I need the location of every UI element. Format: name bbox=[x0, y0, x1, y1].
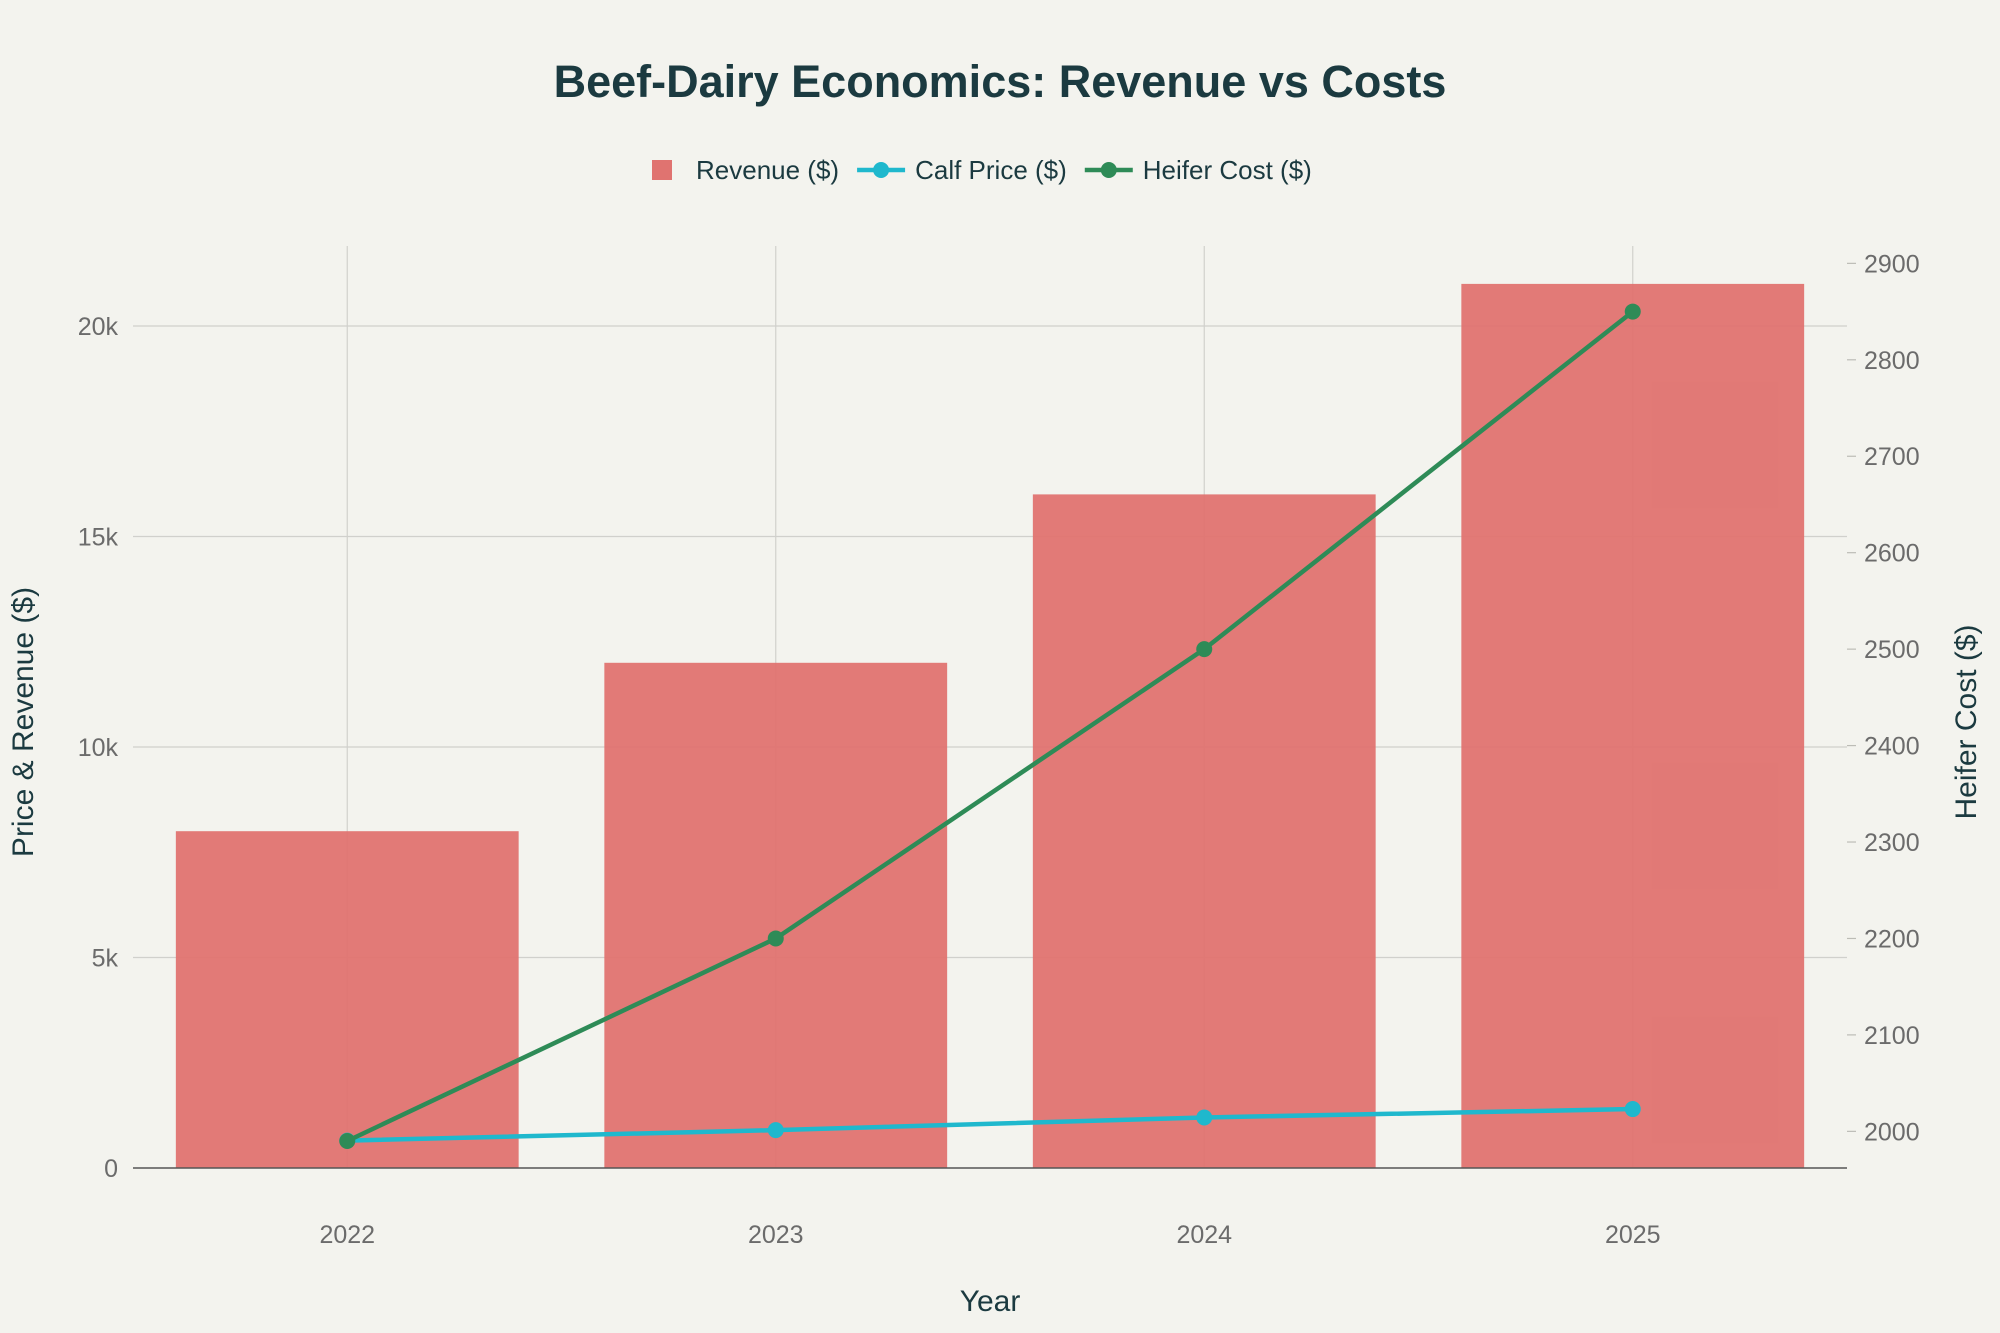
y-tick-label: 20k bbox=[78, 313, 119, 341]
bar-2024 bbox=[1032, 494, 1376, 1168]
y2-axis-title: Heifer Cost ($) bbox=[1950, 624, 1983, 819]
bar-2023 bbox=[604, 662, 948, 1168]
y2-tick-label: 2100 bbox=[1864, 1022, 1920, 1050]
heifer-cost-legend-marker bbox=[1100, 162, 1117, 178]
calf-price-legend-marker bbox=[873, 162, 890, 178]
y2-tick-label: 2600 bbox=[1864, 540, 1920, 568]
calf-price-line bbox=[347, 1106, 1633, 1143]
x-tick-label: 2025 bbox=[1605, 1221, 1661, 1249]
y2-tick-label: 2700 bbox=[1864, 443, 1920, 471]
bar-2025 bbox=[1461, 283, 1805, 1169]
legend: Revenue ($) Calf Price ($) Heifer Cost ($) bbox=[652, 155, 1312, 185]
bars bbox=[175, 283, 1805, 1169]
y-axis-title: Price & Revenue ($) bbox=[7, 587, 40, 857]
revenue-legend-label: Revenue ($) bbox=[696, 155, 839, 185]
x-tick-label: 2023 bbox=[748, 1221, 804, 1249]
heifer-cost-line bbox=[346, 309, 1635, 1144]
heifer-cost-point bbox=[1196, 641, 1213, 658]
calf-price-point bbox=[767, 1122, 784, 1139]
heifer-cost-legend-label: Heifer Cost ($) bbox=[1143, 155, 1312, 185]
x-tick-label: 2022 bbox=[319, 1221, 375, 1249]
y2-tick-label: 2200 bbox=[1864, 925, 1920, 953]
y2-tick-label: 2900 bbox=[1864, 250, 1920, 278]
y2-tick-label: 2000 bbox=[1864, 1118, 1920, 1146]
heifer-cost-point bbox=[1624, 303, 1641, 320]
bar-2022 bbox=[175, 831, 519, 1168]
heifer-cost-point bbox=[339, 1132, 356, 1149]
chart-title: Beef-Dairy Economics: Revenue vs Costs bbox=[554, 56, 1447, 107]
y2-tick-label: 2800 bbox=[1864, 347, 1920, 375]
x-axis-title: Year bbox=[960, 1285, 1021, 1318]
heifer-cost-point bbox=[767, 930, 784, 947]
y-tick-label: 10k bbox=[78, 734, 119, 762]
y2-tick-label: 2500 bbox=[1864, 636, 1920, 664]
y-tick-label: 0 bbox=[104, 1155, 118, 1183]
calf-price-point bbox=[1624, 1101, 1641, 1118]
y-tick-label: 15k bbox=[78, 523, 119, 551]
y-tick-label: 5k bbox=[92, 944, 119, 972]
calf-price-point bbox=[1196, 1109, 1213, 1126]
revenue-legend-swatch bbox=[652, 160, 672, 180]
calf-price-legend-label: Calf Price ($) bbox=[915, 155, 1067, 185]
x-tick-label: 2024 bbox=[1176, 1221, 1232, 1249]
y2-tick-label: 2400 bbox=[1864, 733, 1920, 761]
axes: 2022 2023 2024 2025 0 5k 10k 15k 20k 2000 2100 2200… bbox=[78, 250, 1920, 1249]
lines bbox=[339, 303, 1641, 1149]
y2-tick-label: 2300 bbox=[1864, 829, 1920, 857]
